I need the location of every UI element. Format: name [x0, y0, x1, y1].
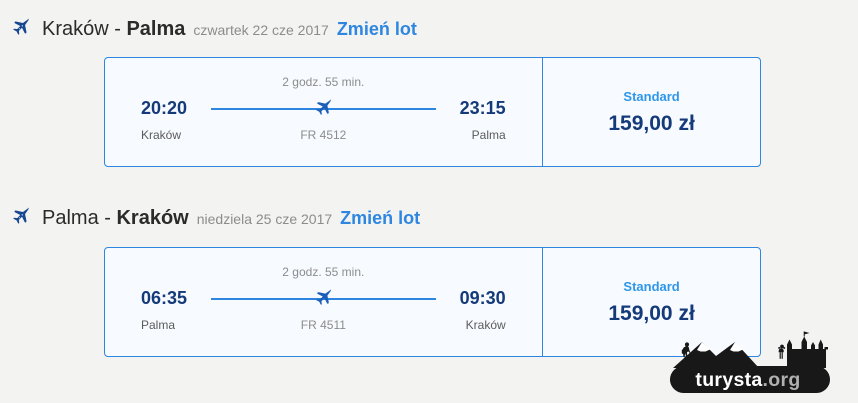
- svg-text:turysta.org: turysta.org: [695, 369, 800, 391]
